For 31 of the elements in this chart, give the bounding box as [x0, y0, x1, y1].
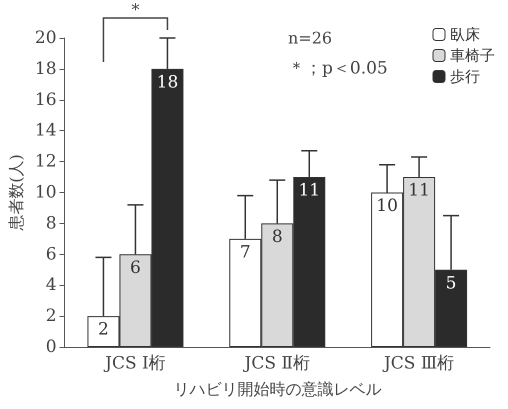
y-tick-label: 20 [34, 28, 57, 48]
data-label: 6 [130, 258, 141, 278]
y-tick-label: 14 [34, 120, 57, 141]
data-label: 7 [240, 242, 251, 262]
y-axis-title: 患者数(人) [6, 154, 26, 232]
data-label: 2 [98, 320, 109, 340]
y-tick-label: 2 [46, 306, 57, 326]
text: * [131, 0, 140, 19]
y-tick-label: 6 [46, 244, 57, 264]
y-tick-label: 16 [34, 90, 57, 110]
x-axis-title: リハビリ開始時の意識レベル [173, 380, 382, 398]
data-label: 8 [272, 226, 283, 247]
data-label: 10 [376, 196, 398, 216]
y-tick-label: 10 [34, 182, 57, 202]
data-label: 11 [298, 180, 320, 201]
legend-label: 臥床 [450, 26, 480, 44]
data-label: 11 [408, 180, 430, 201]
y-tick-label: 8 [46, 213, 57, 234]
y-tick-label: 12 [34, 152, 57, 172]
legend-label: 歩行 [450, 68, 480, 86]
x-tick-label: JCS Ⅰ桁 [103, 354, 166, 374]
x-tick-label: JCS Ⅲ桁 [382, 354, 454, 374]
x-tick-label: JCS Ⅱ桁 [242, 354, 310, 374]
data-label: 18 [156, 72, 178, 92]
y-tick-label: 0 [46, 337, 57, 357]
legend-label: 車椅子 [450, 46, 495, 64]
data-label: 5 [446, 273, 457, 294]
annotation: n=26 [288, 28, 332, 48]
y-tick-label: 18 [34, 58, 57, 79]
y-tick-label: 4 [46, 275, 57, 296]
annotation: ＊；p＜0.05 [288, 58, 388, 78]
